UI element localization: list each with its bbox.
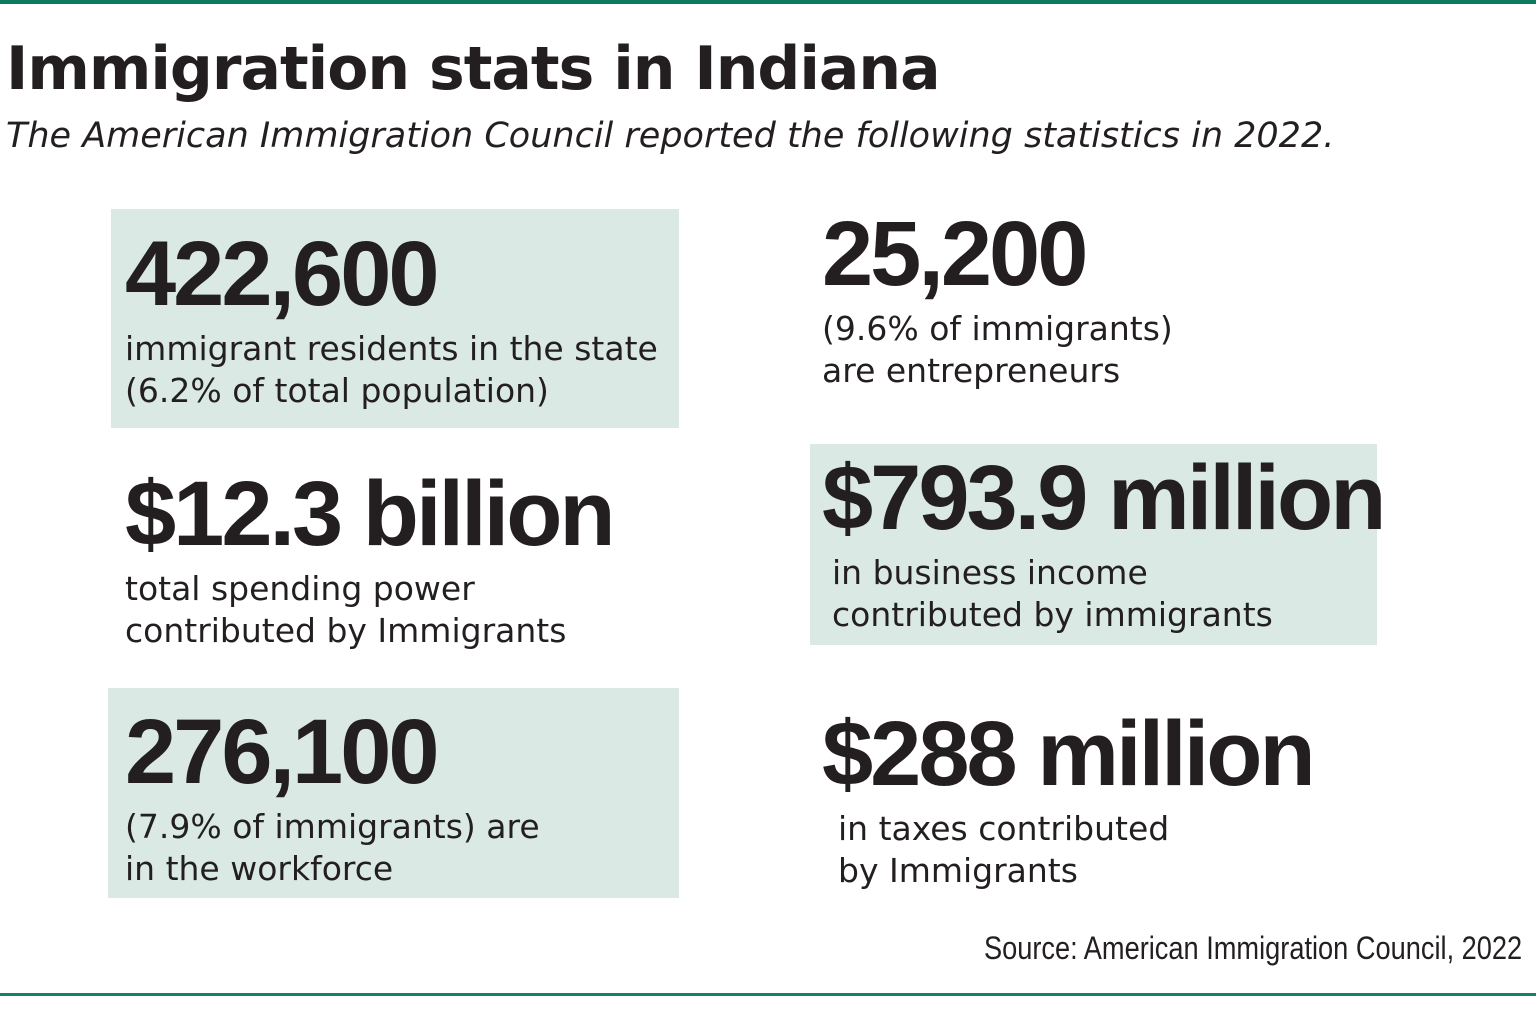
stat-line: in business income: [832, 553, 1148, 592]
stat-line: in taxes contributed: [838, 809, 1170, 848]
stat-value: 25,200: [822, 203, 1088, 305]
stat-value: $793.9 million: [822, 447, 1386, 549]
stat-line: by Immigrants: [838, 851, 1078, 890]
stat-line: immigrant residents in the state: [125, 329, 658, 368]
stat-workforce: 276,100 (7.9% of immigrants) are in the …: [125, 706, 540, 890]
stat-taxes: $288 million in taxes contributed by Imm…: [822, 703, 1316, 892]
stat-description: (9.6% of immigrants) are entrepreneurs: [822, 308, 1173, 392]
stat-line: (9.6% of immigrants): [822, 309, 1173, 348]
stat-immigrant-residents: 422,600 immigrant residents in the state…: [125, 228, 658, 412]
stat-box-highlight: [108, 688, 679, 898]
stat-line: (6.2% of total population): [125, 371, 549, 410]
stat-line: total spending power: [125, 569, 475, 608]
stat-description: immigrant residents in the state (6.2% o…: [125, 328, 658, 412]
stat-description: in taxes contributed by Immigrants: [838, 808, 1313, 892]
stat-line: contributed by immigrants: [832, 595, 1273, 634]
stat-value: $288 million: [822, 703, 1316, 805]
top-rule: [0, 0, 1536, 4]
stat-value: 422,600: [125, 223, 440, 325]
page-title: Immigration stats in Indiana: [6, 34, 941, 104]
stat-spending-power: $12.3 billion total spending power contr…: [125, 463, 616, 652]
stat-line: (7.9% of immigrants) are: [125, 807, 540, 846]
subtitle: The American Immigration Council reporte…: [6, 116, 1335, 156]
stat-entrepreneurs: 25,200 (9.6% of immigrants) are entrepre…: [822, 208, 1173, 392]
stat-description: (7.9% of immigrants) are in the workforc…: [125, 806, 540, 890]
stat-value: 276,100: [125, 701, 440, 803]
stat-description: total spending power contributed by Immi…: [125, 568, 613, 652]
bottom-rule: [0, 993, 1536, 996]
stat-box-highlight: [810, 444, 1377, 645]
source-credit: Source: American Immigration Council, 20…: [983, 930, 1522, 966]
stat-box-highlight: [111, 209, 679, 428]
stat-business-income: $793.9 million in business income contri…: [822, 447, 1386, 636]
stat-line: in the workforce: [125, 849, 394, 888]
stat-line: are entrepreneurs: [822, 351, 1121, 390]
stat-description: in business income contributed by immigr…: [832, 552, 1383, 636]
stat-line: contributed by Immigrants: [125, 611, 567, 650]
stat-value: $12.3 billion: [125, 463, 616, 565]
